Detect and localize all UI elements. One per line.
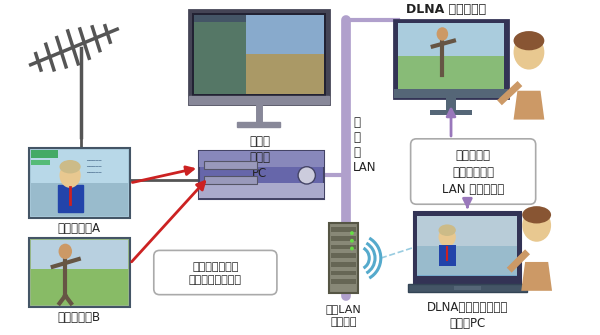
- Bar: [331, 245, 356, 250]
- Bar: [331, 253, 356, 258]
- Bar: [58, 185, 83, 212]
- Bar: [398, 56, 504, 89]
- Ellipse shape: [298, 167, 316, 184]
- Bar: [246, 54, 324, 93]
- Bar: [408, 284, 527, 292]
- Bar: [204, 161, 257, 169]
- Text: 無線LAN
ルーター: 無線LAN ルーター: [325, 304, 361, 327]
- Bar: [331, 236, 356, 241]
- Bar: [394, 19, 508, 98]
- Ellipse shape: [350, 247, 354, 250]
- Bar: [246, 15, 324, 93]
- Bar: [31, 150, 128, 216]
- Bar: [204, 176, 257, 184]
- Bar: [31, 160, 50, 165]
- Ellipse shape: [350, 231, 354, 235]
- Bar: [430, 110, 472, 115]
- Ellipse shape: [514, 35, 544, 70]
- Text: チャンネルB: チャンネルB: [57, 311, 100, 324]
- Ellipse shape: [59, 163, 80, 188]
- Bar: [190, 10, 329, 104]
- Bar: [31, 240, 128, 269]
- Ellipse shape: [439, 224, 456, 236]
- Bar: [31, 269, 128, 305]
- Bar: [398, 23, 504, 56]
- Bar: [413, 212, 521, 284]
- Ellipse shape: [522, 209, 551, 242]
- FancyBboxPatch shape: [410, 139, 536, 204]
- Bar: [329, 223, 358, 293]
- Text: DLNAクライアントが
入ったPC: DLNAクライアントが 入ったPC: [427, 302, 508, 330]
- Bar: [194, 15, 324, 93]
- Bar: [194, 15, 246, 93]
- Bar: [446, 98, 456, 110]
- Text: チャンネルA: チャンネルA: [57, 222, 100, 235]
- Text: 家
庭
内
LAN: 家 庭 内 LAN: [353, 116, 376, 174]
- Bar: [194, 15, 246, 22]
- Bar: [398, 23, 504, 89]
- Bar: [454, 286, 481, 290]
- Bar: [29, 148, 130, 218]
- Bar: [331, 279, 356, 284]
- Polygon shape: [514, 91, 544, 120]
- Polygon shape: [521, 262, 552, 291]
- Bar: [418, 246, 517, 275]
- Ellipse shape: [522, 206, 551, 223]
- Ellipse shape: [59, 160, 80, 174]
- Bar: [331, 271, 356, 275]
- Bar: [439, 245, 456, 266]
- Bar: [394, 89, 508, 98]
- Ellipse shape: [439, 227, 456, 247]
- Text: 録画番組を
２番組同時に
LAN 経由で配信: 録画番組を ２番組同時に LAN 経由で配信: [442, 149, 504, 196]
- Bar: [31, 183, 128, 216]
- Bar: [199, 183, 324, 198]
- Text: ホーム
サーバ
PC: ホーム サーバ PC: [249, 135, 270, 180]
- Bar: [29, 238, 130, 307]
- Bar: [331, 262, 356, 267]
- Bar: [31, 150, 58, 158]
- Bar: [418, 216, 517, 276]
- Bar: [418, 216, 517, 246]
- Bar: [199, 151, 324, 167]
- Ellipse shape: [350, 239, 354, 243]
- Ellipse shape: [59, 244, 72, 259]
- Text: デジタル放送を
２番組同時に録画: デジタル放送を ２番組同時に録画: [189, 262, 242, 285]
- Bar: [192, 13, 326, 95]
- FancyBboxPatch shape: [154, 250, 277, 295]
- Bar: [190, 95, 329, 104]
- Text: DLNA 対応テレビ: DLNA 対応テレビ: [406, 3, 486, 16]
- Bar: [199, 151, 324, 199]
- Ellipse shape: [437, 27, 448, 41]
- Bar: [331, 227, 356, 232]
- Text: ─────
  ─────
  ─────: ───── ───── ─────: [85, 158, 102, 175]
- Bar: [238, 122, 280, 127]
- Ellipse shape: [514, 31, 544, 50]
